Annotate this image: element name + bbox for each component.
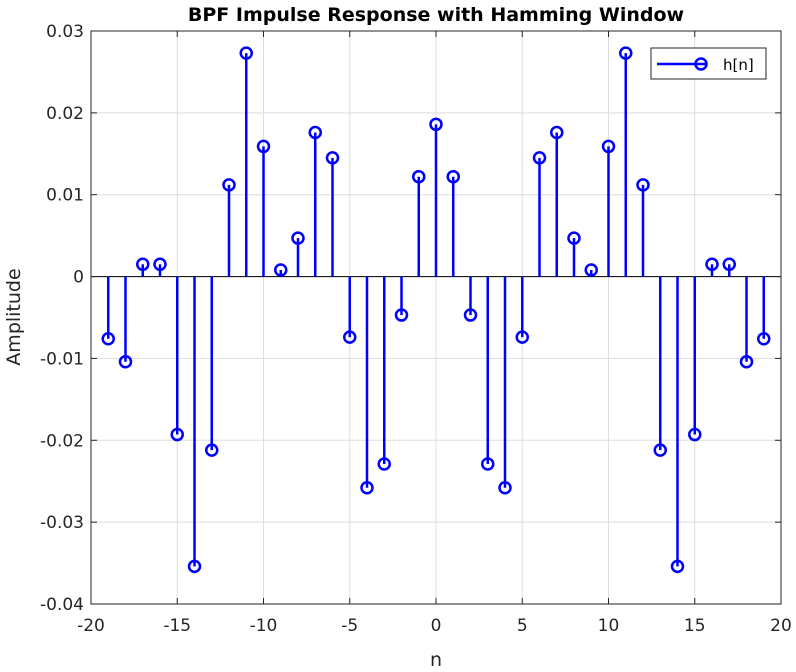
stem-marker: [550, 125, 564, 140]
stem-marker: [498, 481, 512, 495]
y-tick-label: -0.03: [40, 513, 84, 533]
stem-marker: [101, 332, 115, 346]
chart-title: BPF Impulse Response with Hamming Window: [188, 4, 684, 26]
stem-marker: [584, 263, 598, 277]
stem-marker: [653, 443, 667, 457]
stem-marker: [636, 178, 650, 192]
stem-marker: [463, 308, 478, 322]
stem-marker: [670, 559, 685, 574]
y-tick-label: -0.01: [40, 349, 84, 369]
x-tick-label: -5: [341, 616, 358, 636]
stem-marker: [291, 231, 305, 245]
legend-label: h[n]: [723, 56, 754, 74]
stem-marker: [722, 257, 736, 272]
stem-marker: [688, 427, 702, 442]
stem-marker: [187, 559, 202, 574]
stem-marker: [601, 139, 616, 154]
x-tick-label: 5: [517, 616, 528, 636]
y-tick-label: 0.02: [46, 104, 84, 124]
y-tick-label: 0.01: [46, 186, 84, 206]
stem-marker: [377, 457, 391, 471]
stem-marker: [222, 178, 236, 192]
x-tick-labels: -20 -15 -10 -5 0 5 10 15 20: [77, 616, 792, 636]
stem-marker: [325, 151, 340, 165]
axis-ticks: [90, 30, 782, 605]
stem-marker: [481, 457, 495, 471]
stem-marker: [360, 481, 374, 495]
x-axis-label: n: [430, 649, 442, 671]
stem-marker: [619, 46, 633, 60]
legend: h[n]: [650, 47, 767, 80]
x-tick-label: 10: [598, 616, 620, 636]
stem-marker: [118, 354, 133, 369]
stem-marker: [567, 231, 581, 245]
y-tick-labels: -0.04 -0.03 -0.02 -0.01 0 0.01 0.02 0.03: [40, 22, 84, 615]
stem-series: [101, 46, 771, 574]
x-tick-label: -15: [163, 616, 191, 636]
stem-marker: [757, 332, 771, 346]
stem-marker: [274, 263, 288, 277]
stem-marker: [515, 330, 529, 344]
x-tick-label: -10: [250, 616, 278, 636]
y-tick-label: -0.02: [40, 431, 84, 451]
stem-marker: [739, 354, 754, 369]
y-tick-label: 0: [73, 268, 84, 288]
stem-marker: [256, 139, 271, 154]
stem-marker: [446, 169, 460, 184]
stem-marker: [308, 125, 322, 140]
stem-marker: [239, 46, 253, 60]
x-tick-label: 15: [684, 616, 706, 636]
stem-marker: [343, 330, 357, 344]
stem-marker: [170, 427, 184, 442]
stem-marker: [394, 308, 409, 322]
y-axis-label: Amplitude: [3, 268, 25, 365]
stem-marker: [205, 443, 219, 457]
stem-marker: [532, 151, 547, 165]
stem-marker: [136, 257, 150, 272]
stem-marker: [153, 257, 167, 272]
stem-marker: [705, 257, 719, 272]
x-tick-label: -20: [77, 616, 105, 636]
stem-marker: [429, 117, 443, 132]
x-tick-label: 20: [770, 616, 792, 636]
stem-marker: [412, 169, 426, 184]
y-tick-label: -0.04: [40, 595, 84, 615]
legend-marker-swatch: [694, 57, 708, 71]
x-tick-label: 0: [431, 616, 442, 636]
y-tick-label: 0.03: [46, 22, 84, 42]
